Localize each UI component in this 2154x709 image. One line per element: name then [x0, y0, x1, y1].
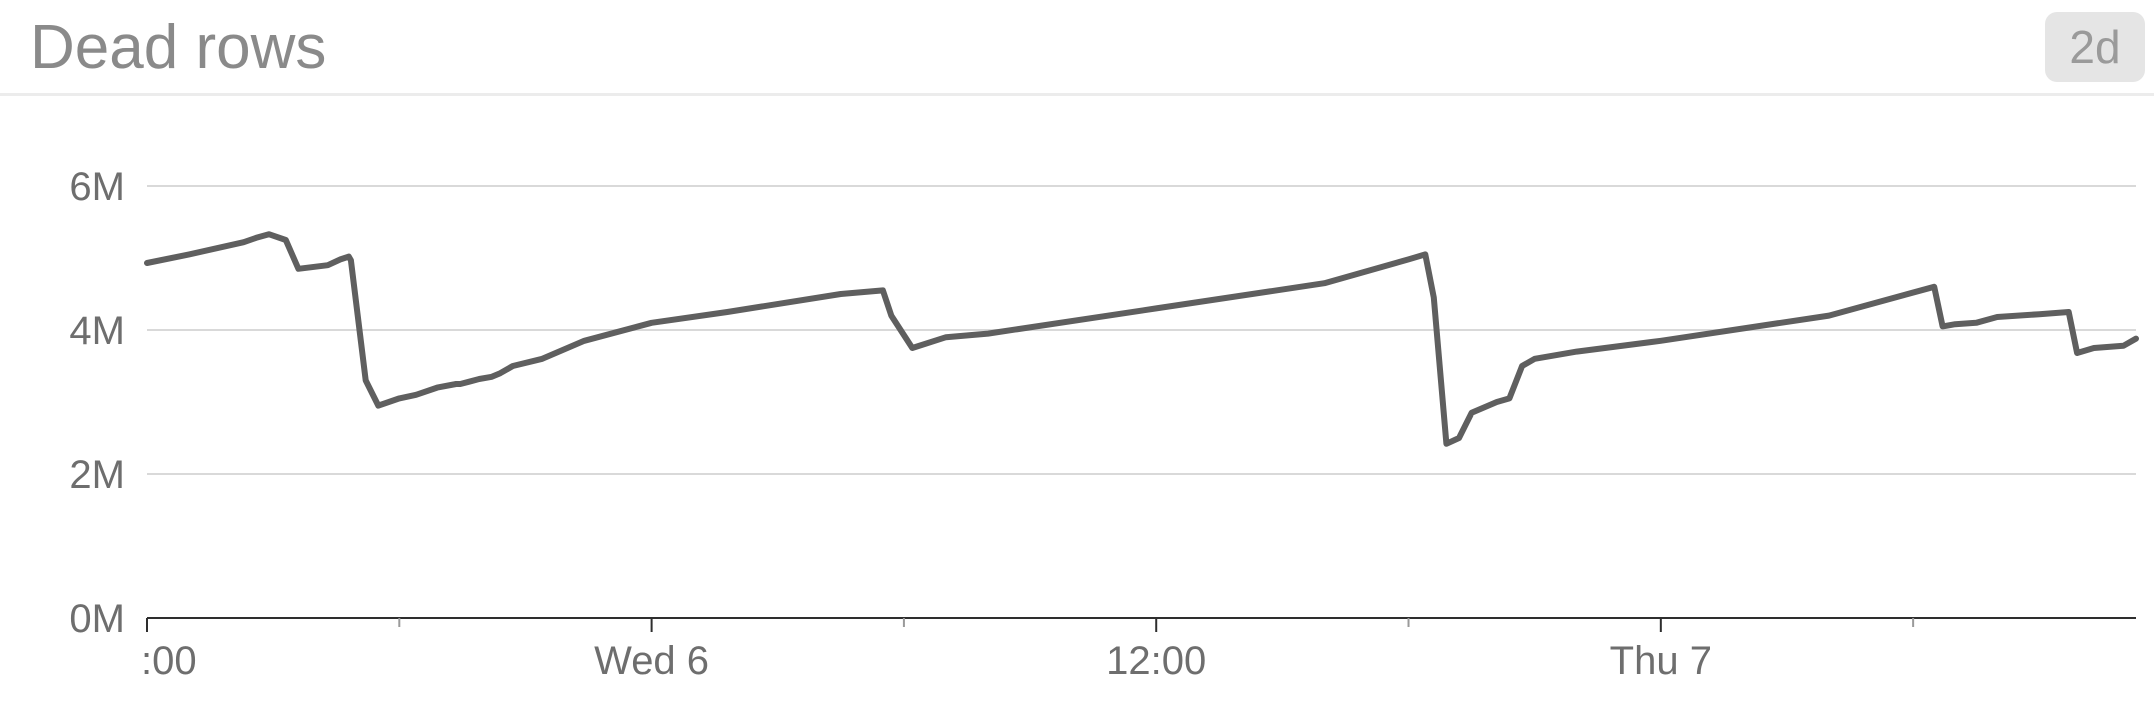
x-tick-label: Wed 6 [594, 639, 709, 683]
y-tick-label: 2M [69, 453, 125, 497]
series-line-0 [144, 231, 2139, 447]
y-tick-label: 6M [69, 165, 125, 209]
y-tick-label: 0M [69, 597, 125, 641]
panel-header: Dead rows 2d [0, 0, 2154, 96]
dead-rows-line-chart: 0M 2M 4M 6M :00 Wed 6 12:00 Thu 7 [69, 165, 2139, 683]
x-tick-label: :00 [141, 639, 197, 683]
x-tick-label: Thu 7 [1610, 639, 1712, 683]
y-axis-labels: 0M 2M 4M 6M [69, 165, 125, 641]
x-axis: :00 Wed 6 12:00 Thu 7 [141, 617, 2136, 683]
y-tick-label: 4M [69, 309, 125, 353]
series-layer [144, 231, 2139, 447]
x-tick-label: 12:00 [1106, 639, 1206, 683]
time-range-button[interactable]: 2d [2045, 12, 2145, 82]
grid-lines [147, 185, 2136, 475]
panel-title: Dead rows [30, 13, 327, 82]
